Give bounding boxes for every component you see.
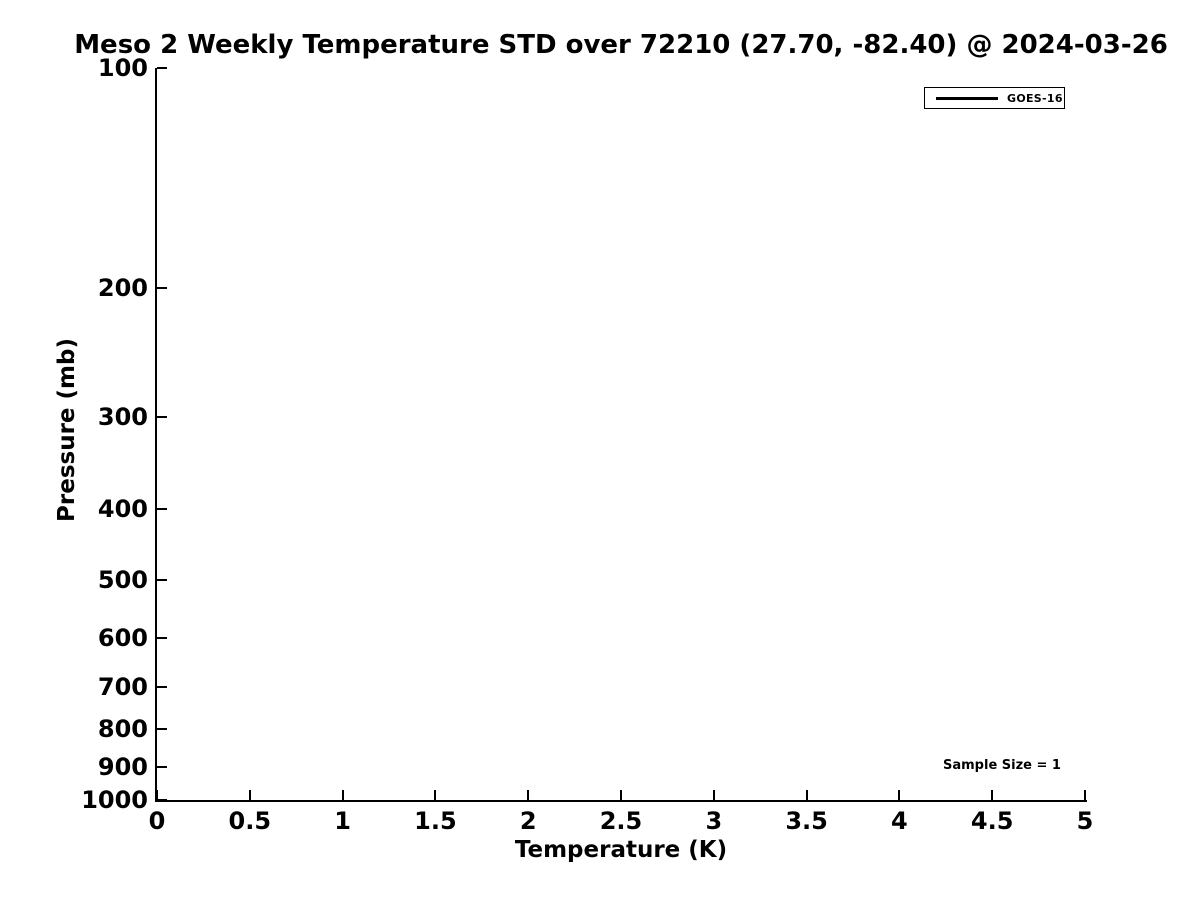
x-tick-label: 1: [334, 807, 351, 835]
chart-title: Meso 2 Weekly Temperature STD over 72210…: [74, 30, 1168, 60]
x-tick-label: 5: [1076, 807, 1094, 835]
y-tick-label: 200: [97, 274, 148, 303]
legend: GOES-16: [924, 87, 1065, 109]
y-tick: [157, 765, 167, 768]
x-tick-label: 3: [705, 807, 723, 835]
y-tick-label: 300: [97, 403, 148, 432]
y-tick: [157, 507, 167, 510]
y-tick-label: 1000: [81, 786, 148, 814]
y-tick: [157, 67, 167, 69]
x-tick-label: 1.5: [414, 807, 457, 835]
y-tick-label: 700: [97, 672, 148, 701]
legend-line-sample: [936, 96, 998, 100]
y-tick: [157, 728, 167, 731]
y-tick-label: 600: [97, 623, 148, 652]
y-tick: [157, 636, 167, 639]
plot-area: [157, 68, 1085, 800]
x-tick: [434, 790, 437, 800]
x-tick: [527, 790, 530, 800]
x-tick-label: 4.5: [970, 807, 1014, 835]
y-tick-label: 500: [97, 565, 148, 594]
y-tick-label: 100: [97, 54, 148, 82]
y-tick-label: 800: [97, 715, 148, 744]
x-tick: [248, 790, 251, 800]
legend-label: GOES-16: [1007, 91, 1063, 105]
y-axis-spine: [155, 68, 157, 802]
y-tick: [157, 416, 167, 419]
y-tick-label: 400: [97, 494, 148, 523]
y-tick: [157, 799, 167, 801]
x-axis-label: Temperature (K): [514, 837, 728, 863]
x-tick-label: 4: [891, 807, 908, 835]
x-axis-spine: [155, 800, 1087, 802]
y-tick: [157, 578, 167, 581]
x-tick: [991, 790, 994, 800]
x-tick-label: 3.5: [785, 807, 828, 835]
x-tick: [805, 790, 808, 800]
x-tick: [341, 790, 344, 800]
x-tick-label: 2: [519, 807, 537, 835]
x-tick: [1084, 790, 1086, 800]
y-tick: [157, 685, 167, 688]
y-tick-label: 900: [97, 752, 148, 781]
y-tick: [157, 287, 167, 290]
sample-size-annotation: Sample Size = 1: [943, 758, 1061, 773]
x-tick-label: 2.5: [599, 807, 643, 835]
x-tick: [712, 790, 715, 800]
x-tick-label: 0: [148, 807, 166, 835]
x-tick-label: 0.5: [228, 807, 272, 835]
x-tick: [898, 790, 901, 800]
x-tick: [156, 790, 158, 800]
x-tick: [620, 790, 622, 800]
